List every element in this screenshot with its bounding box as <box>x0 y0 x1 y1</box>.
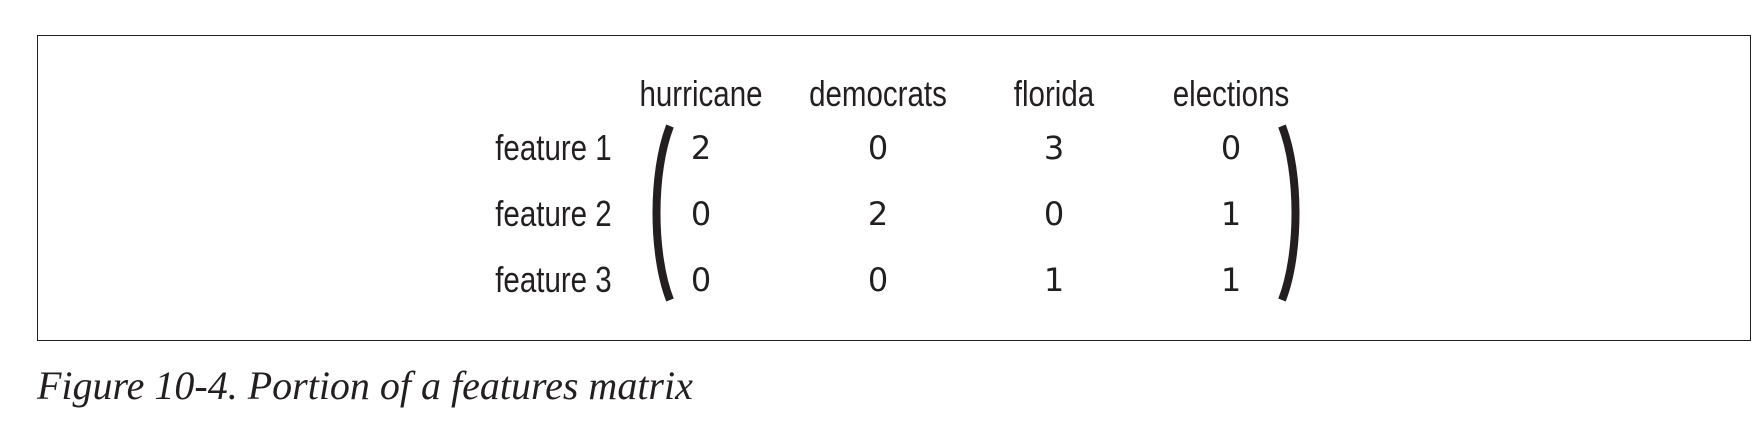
column-header-democrats: democrats <box>809 73 947 114</box>
matrix-cell-r2-democrats: 2 <box>867 195 889 233</box>
figure-caption: Figure 10-4. Portion of a features matri… <box>37 363 693 408</box>
matrix-cell-r3-florida: 1 <box>1043 261 1065 299</box>
figure-frame <box>37 35 1751 341</box>
matrix-cell-r1-hurricane: 2 <box>690 129 712 167</box>
row-label-feature-2: feature 2 <box>495 193 612 234</box>
column-header-hurricane: hurricane <box>639 73 763 114</box>
matrix-cell-r2-elections: 1 <box>1220 195 1242 233</box>
matrix-cell-r3-elections: 1 <box>1220 261 1242 299</box>
matrix-right-bracket <box>1278 124 1300 302</box>
column-header-elections: elections <box>1172 73 1290 114</box>
matrix-left-bracket <box>652 124 674 302</box>
row-label-feature-3: feature 3 <box>495 259 612 300</box>
matrix-cell-r2-hurricane: 0 <box>690 195 712 233</box>
column-header-florida: florida <box>1013 73 1095 114</box>
matrix-cell-r3-democrats: 0 <box>867 261 889 299</box>
matrix-cell-r3-hurricane: 0 <box>690 261 712 299</box>
matrix-cell-r1-elections: 0 <box>1220 129 1242 167</box>
row-label-feature-1: feature 1 <box>495 127 612 168</box>
matrix-cell-r1-florida: 3 <box>1043 129 1065 167</box>
matrix-cell-r1-democrats: 0 <box>867 129 889 167</box>
matrix-cell-r2-florida: 0 <box>1043 195 1065 233</box>
